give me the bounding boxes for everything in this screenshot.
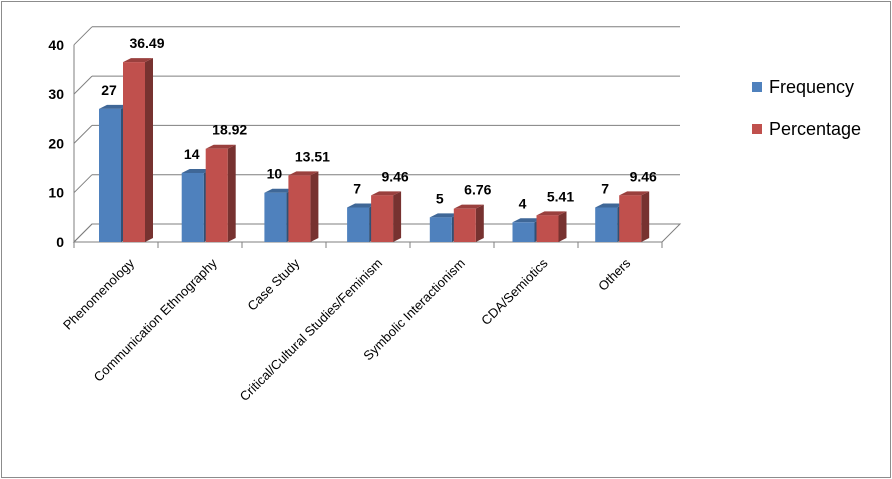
x-category-label: CDA/Semiotics [478, 255, 551, 328]
bar-front [536, 215, 559, 242]
data-label: 18.92 [212, 122, 247, 138]
legend-item-frequency: Frequency [752, 76, 861, 98]
y-tick-label: 0 [56, 234, 64, 250]
bar-top [181, 168, 212, 173]
legend-label-percentage: Percentage [769, 118, 862, 139]
bar-top [453, 204, 484, 209]
gridline-depth [73, 174, 93, 194]
bar-top [619, 191, 650, 196]
gridline-depth [73, 223, 93, 243]
bar-top [371, 191, 402, 196]
bar-front [181, 172, 204, 242]
bar-front [429, 217, 452, 242]
data-label: 6.76 [464, 182, 491, 198]
data-label: 7 [601, 180, 609, 196]
gridline-depth [73, 125, 93, 144]
bar-percentage [123, 58, 153, 242]
bar-top [99, 104, 129, 109]
gridline-depth [73, 26, 93, 46]
bar-side [145, 58, 153, 242]
gridline [73, 124, 680, 144]
bar-top [429, 213, 460, 218]
bar-side [310, 171, 319, 242]
bar-side [641, 191, 650, 242]
bar-percentage [371, 191, 402, 242]
gridline [73, 75, 680, 95]
bar-front [371, 195, 394, 242]
data-label: 14 [184, 146, 200, 162]
bar-percentage [288, 171, 319, 242]
y-tick-label: 40 [48, 37, 64, 53]
bar-top [347, 203, 378, 208]
bar-front [99, 108, 121, 242]
data-label: 27 [101, 82, 117, 98]
gridline-depth [73, 75, 93, 95]
bar-top [205, 144, 236, 149]
x-category-label: Critical/Cultural Studies/Feminism [237, 256, 386, 405]
data-label: 9.46 [630, 168, 657, 184]
gridline [73, 26, 680, 46]
bar-top [536, 211, 567, 216]
data-label: 4 [519, 195, 527, 211]
data-label: 10 [267, 166, 283, 182]
bar-percentage [453, 204, 484, 242]
legend-item-percentage: Percentage [752, 118, 861, 140]
bar-side [393, 191, 402, 242]
bar-front [453, 208, 476, 242]
legend-label-frequency: Frequency [769, 76, 855, 97]
bar-front [619, 195, 642, 242]
bar-side [558, 211, 567, 242]
bar-front [123, 62, 145, 242]
y-tick-label: 10 [48, 185, 64, 201]
bar-front [205, 148, 228, 242]
bar-front [347, 207, 370, 242]
data-label: 5 [436, 190, 444, 206]
bar-front [288, 175, 311, 242]
data-label: 5.41 [547, 188, 574, 204]
x-category-label: Others [595, 255, 634, 294]
bar-percentage [205, 144, 236, 242]
bar-top [595, 203, 626, 208]
bar-top [264, 188, 295, 193]
bar-side [227, 144, 236, 242]
legend-swatch-percentage [752, 124, 762, 134]
bar-front [595, 207, 618, 242]
bar-top [123, 58, 153, 63]
legend-swatch-frequency [752, 82, 762, 92]
bar-top [288, 171, 319, 176]
data-label: 9.46 [381, 168, 408, 184]
data-label: 7 [353, 180, 361, 196]
chart-legend: Frequency Percentage [752, 76, 861, 160]
bar-percentage [536, 211, 567, 242]
data-label: 36.49 [129, 35, 164, 51]
y-tick-label: 30 [48, 86, 64, 102]
bar-front [264, 192, 287, 242]
bar-percentage [619, 191, 650, 242]
data-label: 13.51 [295, 148, 330, 164]
x-category-label: Phenomenology [60, 255, 137, 332]
bar-side [475, 204, 484, 242]
bar-front [512, 222, 535, 242]
x-category-label: Case Study [244, 255, 302, 313]
y-tick-label: 20 [48, 135, 64, 151]
bar-top [512, 218, 543, 223]
